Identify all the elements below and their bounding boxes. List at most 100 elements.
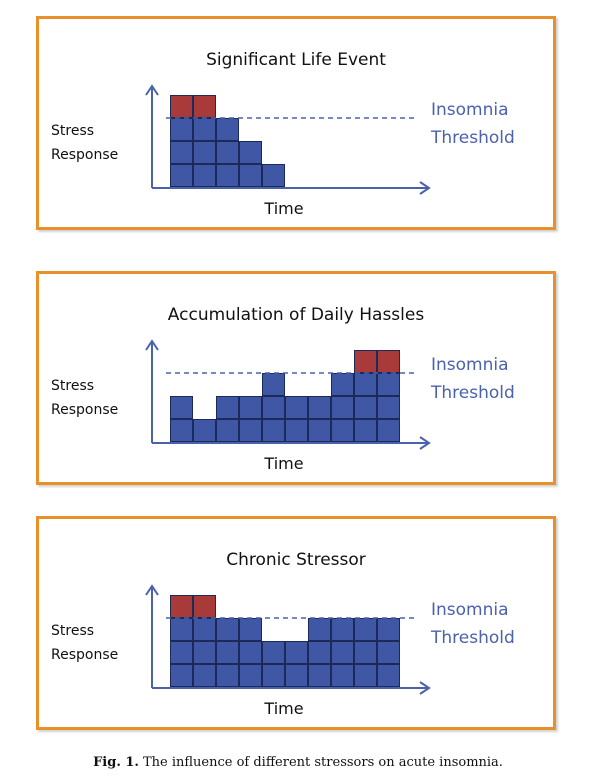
stress-block	[331, 373, 354, 396]
x-axis-arrow	[419, 181, 431, 195]
stress-block	[377, 373, 400, 396]
stress-block	[216, 118, 239, 141]
y-axis-label-line1: Stress	[51, 123, 94, 139]
stress-block	[170, 396, 193, 419]
stress-block	[193, 618, 216, 641]
x-axis-label: Time	[263, 454, 303, 473]
stress-block	[193, 141, 216, 164]
stress-block	[170, 664, 193, 687]
stress-block	[308, 618, 331, 641]
stress-block	[216, 664, 239, 687]
stress-block	[216, 164, 239, 187]
stress-block	[308, 641, 331, 664]
chart-daily-hassles: Accumulation of Daily Hassles Insomnia Thr…	[51, 305, 515, 473]
y-axis-label-line2: Response	[51, 147, 118, 163]
chart-title: Chronic Stressor	[226, 550, 366, 570]
stress-block	[239, 164, 262, 187]
over-threshold-block	[170, 95, 193, 118]
y-axis-arrow	[145, 84, 159, 96]
stress-block	[239, 641, 262, 664]
threshold-label-line2: Threshold	[430, 128, 515, 148]
stress-block	[193, 419, 216, 442]
y-axis-arrow	[145, 339, 159, 351]
stress-block	[354, 664, 377, 687]
stress-block	[170, 618, 193, 641]
stress-block	[331, 641, 354, 664]
stress-block	[239, 618, 262, 641]
stress-block	[193, 164, 216, 187]
chart-chronic-stressor: Chronic Stressor Insomnia Threshold Stress R…	[51, 550, 515, 718]
stress-block	[354, 419, 377, 442]
threshold-label-line1: Insomnia	[431, 100, 509, 120]
figure-caption: Fig. 1. The influence of different stress…	[0, 755, 596, 770]
y-axis-label-line2: Response	[51, 402, 118, 418]
x-axis-label: Time	[263, 199, 303, 218]
over-threshold-block	[354, 350, 377, 373]
threshold-label-line2: Threshold	[430, 628, 515, 648]
x-axis-label: Time	[263, 699, 303, 718]
stress-block	[377, 664, 400, 687]
panel-life-event: Significant Life Event Insomnia Threshold S…	[36, 16, 556, 230]
stress-block	[262, 396, 285, 419]
stress-block	[193, 641, 216, 664]
chart-title: Significant Life Event	[206, 50, 386, 70]
x-axis-arrow	[419, 436, 431, 450]
over-threshold-block	[193, 595, 216, 618]
over-threshold-block	[193, 95, 216, 118]
stress-block	[216, 419, 239, 442]
stress-block	[170, 419, 193, 442]
stress-block	[285, 396, 308, 419]
stress-block	[377, 618, 400, 641]
stress-block	[216, 141, 239, 164]
stress-block	[193, 118, 216, 141]
stress-block	[308, 419, 331, 442]
y-axis-label-line1: Stress	[51, 623, 94, 639]
caption-text: The influence of different stressors on …	[142, 755, 503, 770]
y-axis-label-line2: Response	[51, 647, 118, 663]
x-axis-arrow	[419, 681, 431, 695]
stress-block	[216, 641, 239, 664]
stress-block	[239, 419, 262, 442]
stress-block	[239, 396, 262, 419]
stress-block	[170, 641, 193, 664]
stress-block	[308, 396, 331, 419]
stress-block	[170, 141, 193, 164]
stress-block	[377, 396, 400, 419]
stress-block	[308, 664, 331, 687]
over-threshold-block	[377, 350, 400, 373]
stress-block	[331, 419, 354, 442]
stress-block	[239, 141, 262, 164]
stress-block	[193, 664, 216, 687]
stress-block	[285, 419, 308, 442]
panel-chronic-stressor: Chronic Stressor Insomnia Threshold Stress R…	[36, 516, 556, 730]
stress-block	[262, 419, 285, 442]
stress-block	[285, 641, 308, 664]
y-axis-arrow	[145, 584, 159, 596]
stress-block	[354, 396, 377, 419]
stress-block	[285, 664, 308, 687]
stress-block	[354, 641, 377, 664]
over-threshold-block	[170, 595, 193, 618]
chart-life-event: Significant Life Event Insomnia Threshold S…	[51, 50, 515, 218]
stress-block	[354, 618, 377, 641]
stress-block	[354, 373, 377, 396]
stress-block	[331, 664, 354, 687]
stress-block	[262, 373, 285, 396]
stress-block	[216, 396, 239, 419]
caption-label: Fig. 1.	[93, 755, 139, 770]
stress-block	[262, 664, 285, 687]
stress-block	[377, 641, 400, 664]
threshold-label-line2: Threshold	[430, 383, 515, 403]
stress-block	[239, 664, 262, 687]
stress-block	[377, 419, 400, 442]
stress-block	[331, 396, 354, 419]
stress-block	[170, 164, 193, 187]
stress-block	[262, 641, 285, 664]
stress-block	[262, 164, 285, 187]
stress-block	[170, 118, 193, 141]
panel-daily-hassles: Accumulation of Daily Hassles Insomnia Thr…	[36, 271, 556, 485]
chart-title: Accumulation of Daily Hassles	[168, 305, 425, 325]
stress-block	[331, 618, 354, 641]
y-axis-label-line1: Stress	[51, 378, 94, 394]
threshold-label-line1: Insomnia	[431, 600, 509, 620]
